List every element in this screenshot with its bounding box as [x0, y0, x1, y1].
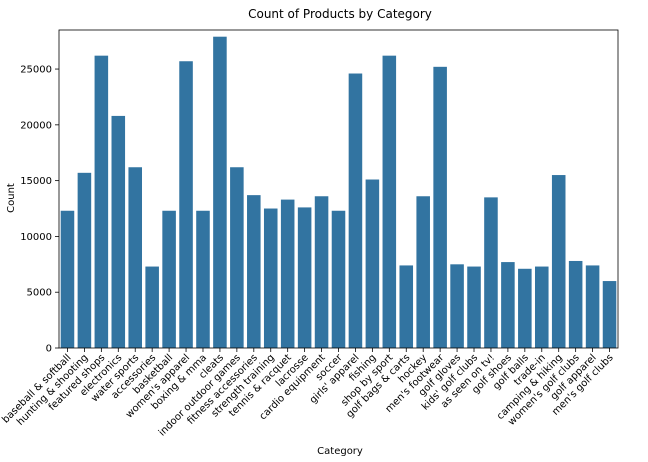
y-axis: 0 5000 10000 15000 20000 25000: [20, 65, 59, 355]
bar: [450, 264, 464, 348]
bar: [484, 197, 498, 348]
plot-frame: [58, 29, 619, 349]
bar: [145, 266, 159, 348]
bar: [585, 265, 600, 348]
bar: [365, 179, 380, 348]
bar: [280, 199, 295, 348]
bar: [230, 167, 244, 348]
bar: [348, 73, 363, 348]
bar: [399, 265, 414, 348]
bar: [196, 210, 210, 348]
chart-title: Count of Products by Category: [248, 7, 432, 21]
bar: [331, 210, 346, 348]
bar: [60, 210, 75, 348]
bar: [433, 66, 447, 349]
bar: [602, 281, 617, 348]
bar: [263, 208, 278, 348]
bars: [60, 36, 617, 349]
bar: [518, 268, 532, 348]
y-tick-label: 15000: [20, 176, 52, 187]
bar: [111, 115, 126, 348]
bar: [501, 262, 515, 348]
bar: [213, 36, 227, 349]
bar: [128, 167, 143, 348]
bar: [179, 61, 193, 349]
bar: [416, 196, 430, 348]
x-axis-label: Category: [317, 446, 363, 457]
y-tick-label: 10000: [20, 232, 52, 243]
bar: [77, 172, 92, 348]
y-tick-label: 20000: [20, 120, 52, 131]
bar: [551, 175, 566, 348]
bar: [297, 207, 312, 348]
y-tick-label: 0: [46, 344, 52, 355]
bar: [247, 195, 261, 348]
bar: [568, 260, 583, 348]
bar: [467, 266, 481, 348]
y-tick-label: 5000: [27, 288, 52, 299]
bar: [534, 266, 549, 348]
bar: [162, 210, 176, 348]
y-tick-label: 25000: [20, 65, 52, 76]
bar: [314, 196, 329, 348]
bar: [94, 55, 109, 349]
bar: [382, 55, 397, 349]
y-axis-label: Count: [6, 183, 17, 213]
